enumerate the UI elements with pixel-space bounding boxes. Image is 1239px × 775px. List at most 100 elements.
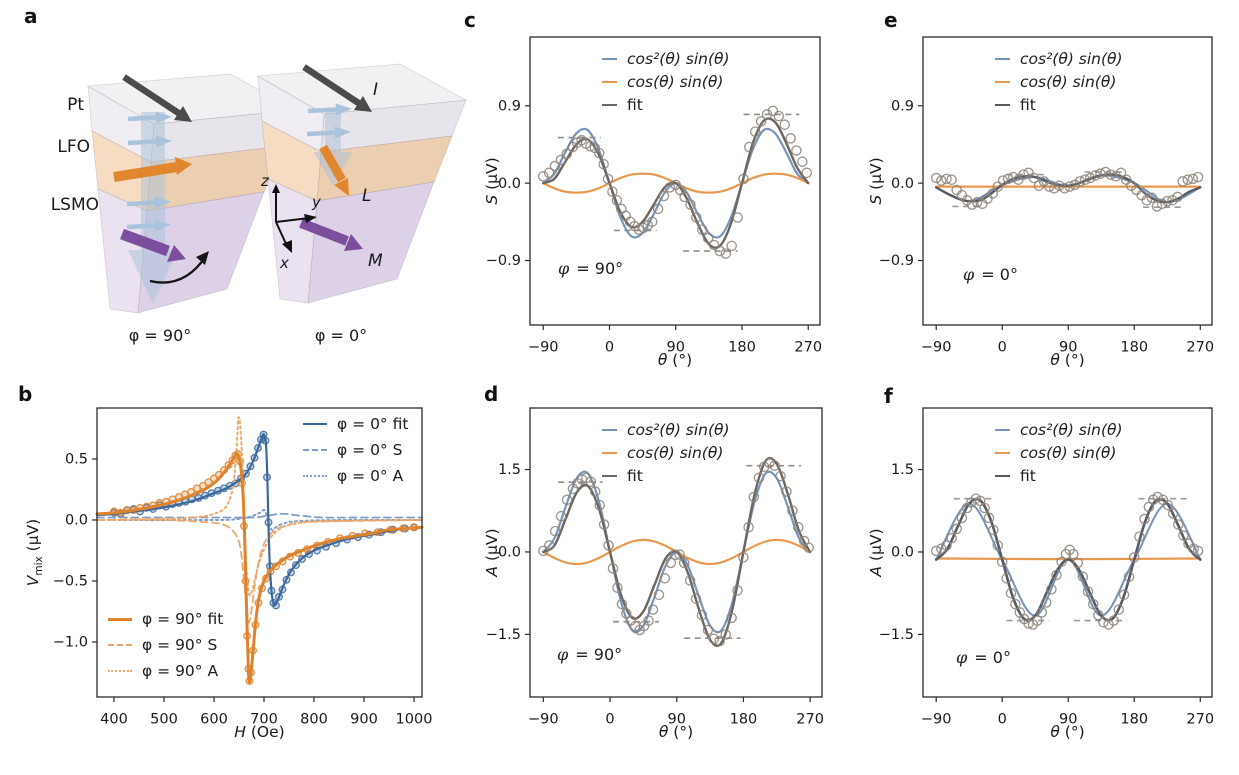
z-axis-label: z	[260, 172, 270, 190]
panel-e-datapoint	[1100, 166, 1111, 178]
current-arrow	[302, 64, 362, 107]
panel-d-datapoint	[665, 557, 677, 569]
panel-d-datapoint	[670, 549, 681, 560]
y-axis	[275, 217, 310, 223]
panel-d-xtick-label: 90	[668, 712, 686, 728]
panel-e-yaxis-label: S (µV)	[867, 157, 885, 204]
panel-f-datapoint	[1123, 571, 1135, 582]
x-axis-arrow-head	[282, 240, 292, 253]
panel-c-datapoint	[664, 182, 676, 193]
panel-c-datapoint	[685, 199, 696, 210]
panel-f-datapoint	[1118, 589, 1130, 601]
panel-d-datapoint	[781, 486, 792, 497]
panel-letter-f: f	[884, 384, 893, 408]
panel-e-datapoint	[930, 172, 942, 184]
panel-d-datapoint	[803, 542, 814, 553]
panel-f-datapoint	[1082, 586, 1094, 597]
panel-d-xtick-label: −90	[528, 712, 559, 728]
panel-e-datapoint	[992, 181, 1004, 192]
panel-c-yaxis-label: S (µV)	[483, 157, 501, 204]
panel-e-datapoint	[1115, 167, 1127, 179]
panel-f-datapoint	[1010, 598, 1021, 610]
panel-c-datapoint	[708, 239, 720, 251]
neel-vector-arrow-head	[175, 157, 192, 175]
panel-d-ytick-label: −1.5	[486, 627, 521, 643]
panel-c-datapoint	[779, 119, 790, 130]
panel-e-datapoint	[1136, 189, 1147, 201]
panel-c-datapoint	[555, 154, 567, 166]
phi-0-label: φ = 0°	[315, 326, 367, 345]
layer-label-lfo: LFO	[57, 137, 90, 157]
schematic-panel-a: Pt LFO LSMO φ = 90° φ = 0° I L M z y x	[51, 63, 468, 345]
x-axis	[275, 221, 288, 247]
current-label: I	[373, 80, 378, 100]
current-arrow	[122, 74, 182, 117]
panel-e-datapoint	[1156, 198, 1168, 210]
panel-b-phi0-S-line	[96, 512, 423, 519]
panel-c-datapoint	[761, 109, 773, 120]
panel-b-xaxis-label: H (Oe)	[234, 723, 284, 741]
panel-c-datapoint	[755, 116, 767, 127]
panel-b-xtick-label: 700	[250, 712, 278, 728]
panel-f-datapoint	[1167, 508, 1179, 519]
panel-f-datapoint	[1056, 556, 1067, 568]
panel-f-xtick-label: −90	[921, 712, 952, 728]
panel-d-datapoint	[720, 629, 731, 640]
panel-d-datapoint	[544, 540, 555, 551]
panel-f-xtick-label: 0	[998, 712, 1007, 728]
panel-c-datapoint	[767, 105, 779, 117]
neel-vector-arrow	[319, 144, 346, 183]
panel-f-datapoint	[1139, 513, 1150, 525]
panel-f-datapoint	[1192, 545, 1204, 557]
lsmo-layer-front	[267, 178, 318, 304]
panel-b-ytick-label: 0.0	[65, 513, 88, 529]
panel-d-datapoint	[696, 609, 708, 621]
panel-e-datapoint	[1084, 172, 1096, 184]
panel-d-datapoint	[743, 521, 754, 533]
panel-e-datapoint	[1095, 168, 1106, 179]
panel-f-datapoint	[1068, 548, 1079, 560]
stack-box-left	[86, 73, 298, 314]
panel-d-datapoint	[714, 635, 725, 647]
panel-d-datapoint	[726, 612, 737, 624]
panel-f-datapoint	[1134, 531, 1145, 542]
panel-c-datapoint	[773, 110, 785, 122]
panel-e-xtick-label: 180	[1120, 340, 1148, 356]
stack-box-left-arrows	[113, 74, 209, 304]
panel-f-datapoint	[1098, 617, 1109, 628]
panel-letter-c: c	[464, 8, 476, 32]
panel-c-datapoint	[646, 216, 658, 228]
panel-d-datapoint	[561, 494, 573, 506]
panel-c-xtick-label: 180	[728, 340, 756, 356]
panel-d-datapoint	[643, 615, 654, 626]
panel-c-datapoint	[598, 158, 609, 170]
panel-c-datapoint	[549, 160, 561, 172]
panel-e-datapoint	[1177, 176, 1188, 187]
neel-label: L	[362, 186, 371, 206]
panel-d-datapoint	[793, 521, 804, 533]
box-top-face	[256, 63, 468, 115]
panel-b-ytick-label: −0.5	[53, 574, 88, 590]
panel-e-datapoint	[1069, 179, 1081, 191]
panel-e-datapoint	[1059, 183, 1070, 194]
panel-c-ytick-label: 0.9	[498, 98, 521, 114]
panel-e-datapoint	[1028, 172, 1040, 184]
z-axis-arrow-head	[272, 184, 280, 193]
panel-c-datapoint	[679, 191, 690, 203]
panel-d-datapoint	[674, 549, 685, 560]
panel-c-datapoint	[652, 203, 664, 215]
panel-c-datapoint	[702, 232, 714, 244]
panel-f-xtick-label: 90	[1059, 712, 1077, 728]
panel-c-datapoint	[633, 224, 645, 235]
panel-d-datapoint	[738, 552, 749, 563]
panel-e-xtick-label: 270	[1186, 340, 1214, 356]
stack-box-right-arrows	[272, 64, 372, 253]
panel-f-datapoint	[1113, 604, 1125, 615]
panel-d-datapoint	[585, 476, 597, 487]
panel-d-xtick-label: 270	[796, 712, 824, 728]
panel-c-datapoint	[785, 133, 796, 144]
panel-e-datapoint	[1049, 183, 1060, 194]
x-axis-label: x	[279, 254, 289, 272]
panel-e-datapoint	[1079, 174, 1091, 185]
magnetization-arrow-head	[167, 245, 186, 262]
